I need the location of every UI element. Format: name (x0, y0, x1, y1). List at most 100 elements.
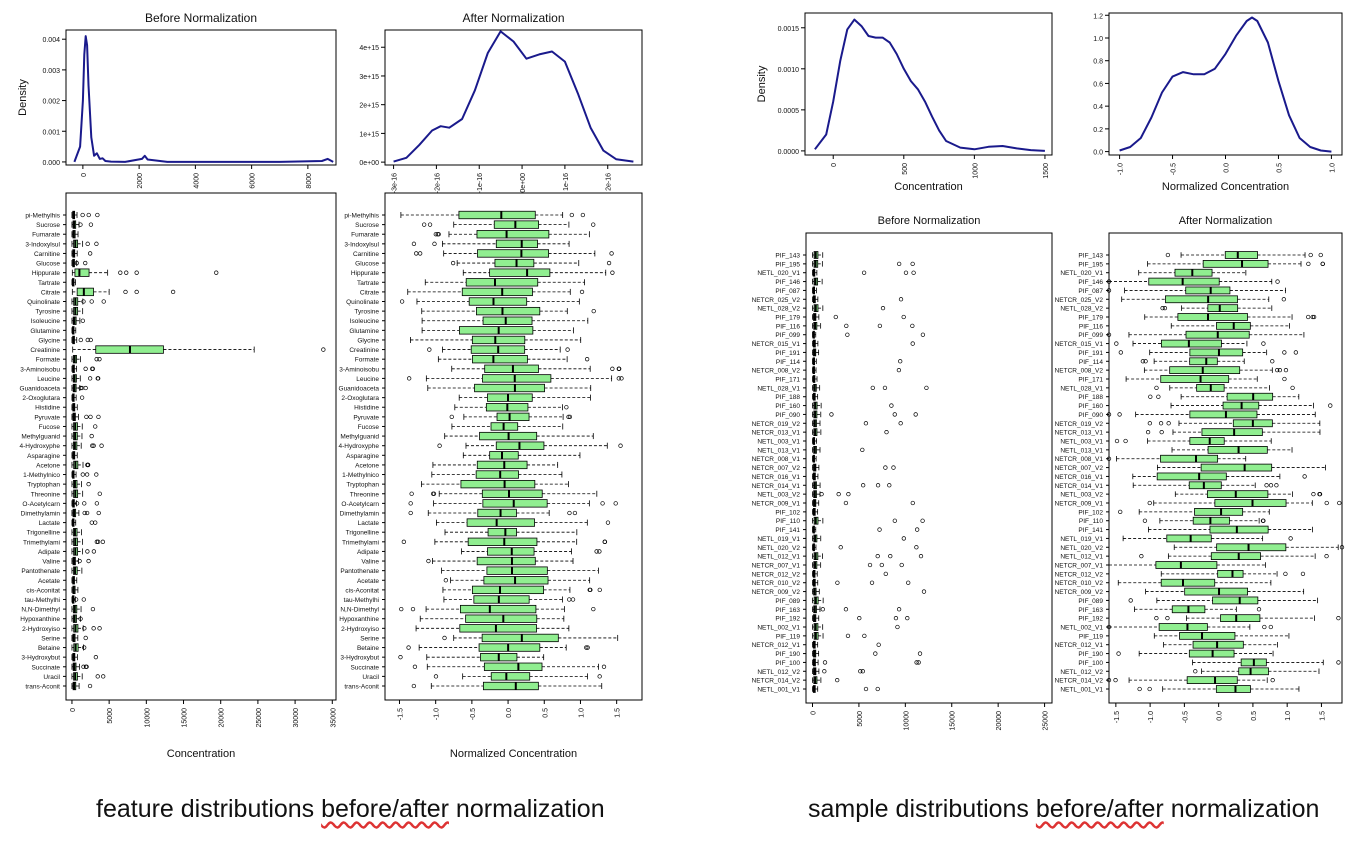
box-7-6 (1207, 304, 1239, 312)
chart-title-0: Before Normalization (145, 11, 257, 25)
x-tick-label-7-5: 1.0 (1285, 711, 1292, 721)
box-7-11 (1189, 348, 1244, 357)
category-label-5-4: Carnitine (353, 251, 379, 258)
x-tick-label-1-2: -1e-16 (477, 173, 484, 193)
category-label-7-9: PIF_099 (1078, 332, 1103, 339)
box-5-4 (477, 249, 550, 258)
category-label-4-45: Betaine (38, 645, 60, 652)
category-label-5-49: trans-Aconit (344, 684, 379, 691)
outlier-5-10-0 (591, 308, 596, 314)
y-axis-label-0: Density (17, 79, 29, 116)
outlier-7-13-1 (1275, 367, 1280, 373)
caption-right-suffix: normalization (1163, 795, 1320, 823)
outlier-6-48-0 (835, 677, 840, 683)
category-label-7-8: PIF_116 (1079, 323, 1103, 330)
category-label-4-21: Pyruvate (34, 414, 60, 421)
outlier-5-0-1 (580, 212, 586, 218)
outlier-6-35-2 (867, 562, 873, 568)
outlier-4-31-2 (96, 510, 101, 516)
outlier-5-48-0 (433, 674, 439, 679)
outlier-7-4-0 (1106, 288, 1112, 293)
outlier-4-27-2 (84, 472, 90, 477)
box-7-7 (1177, 313, 1248, 321)
outlier-5-6-0 (610, 270, 615, 275)
category-label-6-0: PIF_143 (775, 253, 800, 260)
outlier-4-13-2 (88, 337, 93, 343)
plot-frame-4 (65, 192, 337, 701)
category-label-4-10: Tyrosine (35, 309, 60, 316)
category-label-4-49: trans-Aconit (25, 684, 60, 691)
category-label-7-37: NETCR_010_V2 (1055, 580, 1104, 587)
box-7-49 (1215, 685, 1251, 693)
outlier-6-7-1 (833, 314, 838, 320)
category-label-6-34: NETL_012_V1 (757, 554, 800, 561)
category-label-5-43: 2-Hydroxyiso (341, 626, 379, 633)
category-label-4-11: Isoleucine (31, 318, 61, 325)
outlier-6-49-0 (863, 686, 869, 692)
box-4-6 (74, 268, 90, 277)
category-label-5-42: Hypoxanthine (339, 616, 379, 623)
outlier-4-36-1 (77, 558, 82, 564)
outlier-5-4-0 (418, 251, 423, 256)
caption-right-underlined: before/after (1035, 795, 1164, 823)
outlier-6-28-1 (843, 500, 849, 506)
category-label-6-43: PIF_119 (776, 633, 800, 640)
outlier-6-49-1 (875, 686, 880, 692)
outlier-4-21-0 (84, 414, 89, 420)
category-label-4-44: Serine (41, 635, 60, 642)
outlier-5-1-1 (422, 222, 427, 227)
outlier-6-47-0 (858, 669, 863, 674)
category-label-4-9: Quinolinate (27, 299, 60, 306)
outlier-6-12-0 (898, 359, 903, 364)
outlier-5-41-1 (591, 606, 596, 612)
outlier-7-13-2 (1277, 367, 1283, 373)
outlier-7-28-2 (1147, 500, 1152, 506)
outlier-7-12-2 (1143, 359, 1148, 364)
box-5-19 (487, 393, 533, 402)
category-label-4-27: 1-Methylnico (23, 472, 60, 479)
outlier-6-30-0 (892, 518, 897, 523)
category-label-7-41: PIF_192 (1078, 616, 1103, 623)
x-tick-label-5-3: 0.0 (506, 708, 513, 718)
box-5-40 (473, 595, 530, 604)
outlier-6-32-0 (901, 536, 906, 541)
outlier-7-10-1 (1114, 341, 1119, 346)
outlier-4-30-2 (74, 501, 80, 506)
outlier-4-6-1 (124, 270, 129, 275)
outlier-4-43-0 (97, 626, 102, 631)
outlier-6-37-0 (906, 580, 911, 585)
category-label-5-41: N,N-Dimethyl (340, 607, 379, 614)
outlier-4-24-1 (99, 443, 104, 448)
outlier-6-24-1 (891, 465, 896, 470)
outlier-7-36-0 (1300, 571, 1306, 577)
box-5-43 (459, 624, 537, 633)
outlier-5-21-1 (567, 414, 573, 420)
outlier-4-46-0 (93, 655, 99, 660)
box-7-4 (1185, 286, 1231, 295)
outlier-5-39-2 (588, 587, 593, 593)
outlier-6-17-0 (889, 403, 894, 408)
outlier-6-18-1 (913, 412, 918, 417)
outlier-5-17-2 (616, 376, 621, 381)
category-label-5-15: Formate (355, 357, 380, 364)
outlier-6-20-0 (884, 429, 889, 435)
box-7-31 (1209, 525, 1269, 534)
category-label-6-8: PIF_116 (776, 323, 800, 330)
box-7-34 (1210, 552, 1261, 560)
outlier-6-43-1 (862, 633, 867, 639)
outlier-5-31-1 (572, 510, 578, 516)
category-label-6-37: NETCR_010_V2 (752, 580, 801, 587)
category-label-4-0: pi-Methylhis (25, 213, 60, 220)
category-label-6-11: PIF_191 (775, 350, 800, 357)
x-tick-label-5-4: 0.5 (542, 708, 549, 718)
outlier-5-3-0 (432, 241, 437, 246)
outlier-4-15-0 (94, 357, 99, 362)
y-tick-label-3-2: 0.4 (1093, 104, 1103, 111)
outlier-7-29-0 (1118, 509, 1123, 515)
outlier-4-29-0 (97, 491, 102, 496)
outlier-6-37-2 (869, 580, 875, 585)
outlier-6-46-1 (914, 660, 919, 665)
box-5-48 (490, 672, 531, 681)
category-label-6-13: NETCR_008_V2 (752, 368, 801, 375)
outlier-6-6-0 (880, 305, 886, 311)
